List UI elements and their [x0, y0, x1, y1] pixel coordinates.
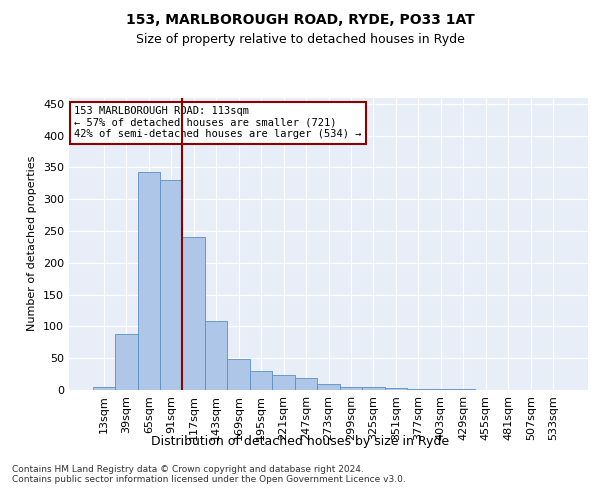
Bar	[317, 384, 340, 390]
Bar	[137, 172, 160, 390]
Bar	[362, 388, 385, 390]
Bar	[272, 374, 295, 390]
Bar	[182, 238, 205, 390]
Bar	[160, 180, 182, 390]
Bar	[227, 359, 250, 390]
Bar	[92, 387, 115, 390]
Text: 153, MARLBOROUGH ROAD, RYDE, PO33 1AT: 153, MARLBOROUGH ROAD, RYDE, PO33 1AT	[125, 12, 475, 26]
Text: Contains HM Land Registry data © Crown copyright and database right 2024.
Contai: Contains HM Land Registry data © Crown c…	[12, 465, 406, 484]
Y-axis label: Number of detached properties: Number of detached properties	[28, 156, 37, 332]
Bar	[250, 371, 272, 390]
Text: Distribution of detached houses by size in Ryde: Distribution of detached houses by size …	[151, 435, 449, 448]
Bar	[115, 334, 137, 390]
Text: Size of property relative to detached houses in Ryde: Size of property relative to detached ho…	[136, 32, 464, 46]
Bar	[340, 387, 362, 390]
Bar	[295, 378, 317, 390]
Bar	[385, 388, 407, 390]
Text: 153 MARLBOROUGH ROAD: 113sqm
← 57% of detached houses are smaller (721)
42% of s: 153 MARLBOROUGH ROAD: 113sqm ← 57% of de…	[74, 106, 362, 140]
Bar	[205, 322, 227, 390]
